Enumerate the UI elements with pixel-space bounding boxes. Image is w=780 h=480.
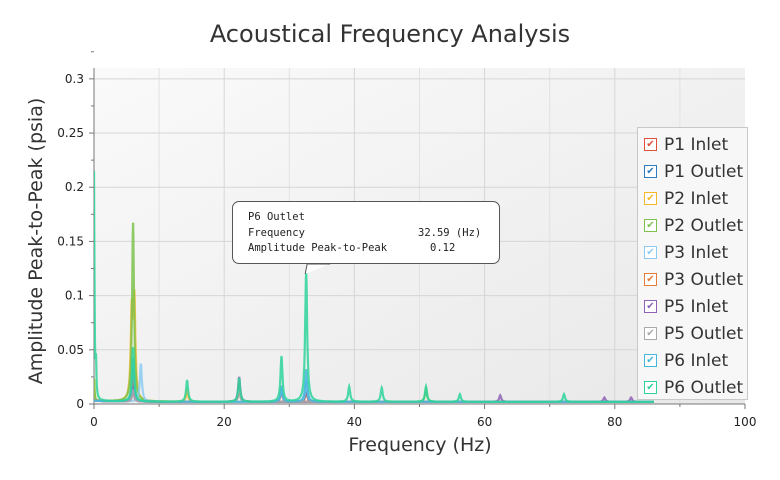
y-tick-label: 0.25 (57, 126, 84, 140)
legend-item[interactable]: ✔ P2 Inlet (638, 185, 747, 212)
legend-label: P1 Outlet (664, 161, 744, 182)
legend-label: P3 Inlet (664, 242, 729, 263)
legend-item[interactable]: ✔ P2 Outlet (638, 212, 747, 239)
checkbox-icon[interactable]: ✔ (644, 138, 657, 151)
legend-label: P3 Outlet (664, 269, 744, 290)
legend: ✔ P1 Inlet ✔ P1 Outlet ✔ P2 Inlet ✔ P2 Outlet ✔ P… (637, 127, 748, 400)
checkbox-icon[interactable]: ✔ (644, 354, 657, 367)
legend-item[interactable]: ✔ P3 Inlet (638, 239, 747, 266)
legend-label: P6 Outlet (664, 377, 744, 398)
tooltip-amplitude-label: Amplitude Peak-to-Peak (248, 242, 388, 254)
checkbox-icon[interactable]: ✔ (644, 327, 657, 340)
checkbox-icon[interactable]: ✔ (644, 219, 657, 232)
x-tick-label: 60 (477, 415, 492, 429)
tooltip-amplitude-value: 0.12 (430, 242, 456, 254)
checkbox-icon[interactable]: ✔ (644, 381, 657, 394)
legend-label: P1 Inlet (664, 134, 729, 155)
y-tick-label: 0.3 (65, 72, 84, 86)
legend-label: P2 Outlet (664, 215, 744, 236)
legend-item[interactable]: ✔ P5 Outlet (638, 320, 747, 347)
legend-label: P5 Outlet (664, 323, 744, 344)
tooltip-frequency-value: 32.59 (Hz) (418, 226, 482, 239)
checkbox-icon[interactable]: ✔ (644, 300, 657, 313)
series-line-p6-outlet[interactable] (94, 170, 654, 403)
tooltip-series: P6 Outlet (248, 211, 305, 223)
x-axis-label: Frequency (Hz) (348, 434, 492, 456)
checkbox-icon[interactable]: ✔ (644, 273, 657, 286)
legend-item[interactable]: ✔ P5 Inlet (638, 293, 747, 320)
legend-item[interactable]: ✔ P6 Inlet (638, 347, 747, 374)
legend-label: P6 Inlet (664, 350, 729, 371)
y-tick-label: 0.05 (57, 343, 84, 357)
tooltip-pointer (304, 263, 331, 275)
y-tick-label: 0 (76, 397, 84, 411)
legend-item[interactable]: ✔ P1 Outlet (638, 158, 747, 185)
x-tick-label: 80 (607, 415, 622, 429)
chart-title: Acoustical Frequency Analysis (209, 20, 571, 48)
x-tick-label: 40 (347, 415, 362, 429)
x-tick-label: 100 (734, 415, 757, 429)
legend-item[interactable]: ✔ P1 Inlet (638, 131, 747, 158)
x-tick-label: 20 (217, 415, 232, 429)
tooltip-frequency-label: Frequency (248, 226, 305, 239)
y-tick-label: 0.1 (65, 289, 84, 303)
data-tooltip: P6 Outlet Frequency 32.59 (Hz) Amplitude … (232, 201, 500, 264)
checkbox-icon[interactable]: ✔ (644, 246, 657, 259)
x-tick-label: 0 (90, 415, 98, 429)
checkbox-icon[interactable]: ✔ (644, 192, 657, 205)
legend-label: P2 Inlet (664, 188, 729, 209)
y-tick-label: 0.15 (57, 234, 84, 248)
checkbox-icon[interactable]: ✔ (644, 165, 657, 178)
legend-label: P5 Inlet (664, 296, 729, 317)
legend-item[interactable]: ✔ P3 Outlet (638, 266, 747, 293)
legend-item[interactable]: ✔ P6 Outlet (638, 374, 747, 401)
y-tick-label: 0.2 (65, 180, 84, 194)
